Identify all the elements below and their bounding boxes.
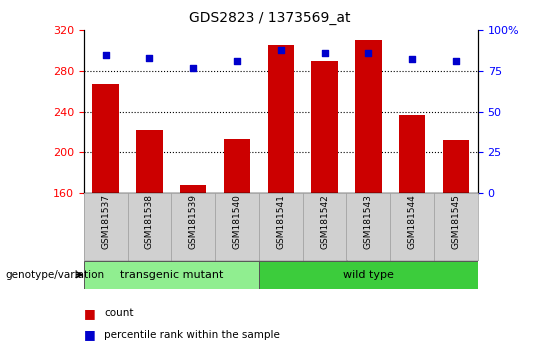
Text: GSM181542: GSM181542 <box>320 194 329 249</box>
Text: GDS2823 / 1373569_at: GDS2823 / 1373569_at <box>189 11 351 25</box>
Text: transgenic mutant: transgenic mutant <box>120 270 223 280</box>
Point <box>189 65 198 70</box>
Point <box>233 58 241 64</box>
Text: GSM181540: GSM181540 <box>233 194 241 249</box>
Bar <box>268 45 294 193</box>
Bar <box>136 130 163 193</box>
Point <box>320 50 329 56</box>
Text: GSM181545: GSM181545 <box>451 194 461 249</box>
Text: GSM181543: GSM181543 <box>364 194 373 249</box>
Text: GSM181541: GSM181541 <box>276 194 285 249</box>
Bar <box>312 61 338 193</box>
Bar <box>259 261 478 289</box>
Bar <box>399 115 426 193</box>
Point <box>102 52 110 57</box>
Point <box>364 50 373 56</box>
Text: genotype/variation: genotype/variation <box>5 270 105 280</box>
Text: ■: ■ <box>84 328 96 341</box>
Text: percentile rank within the sample: percentile rank within the sample <box>104 330 280 339</box>
Point <box>145 55 154 61</box>
Bar <box>443 140 469 193</box>
Point <box>276 47 285 52</box>
Point <box>451 58 460 64</box>
Text: GSM181544: GSM181544 <box>408 194 417 249</box>
Bar <box>180 185 206 193</box>
Bar <box>224 139 250 193</box>
Text: wild type: wild type <box>343 270 394 280</box>
Text: count: count <box>104 308 134 318</box>
Bar <box>355 40 382 193</box>
Text: GSM181539: GSM181539 <box>188 194 198 249</box>
Text: GSM181538: GSM181538 <box>145 194 154 249</box>
Point <box>408 57 416 62</box>
Text: GSM181537: GSM181537 <box>101 194 110 249</box>
Text: ■: ■ <box>84 307 96 320</box>
Bar <box>92 84 119 193</box>
Bar <box>84 261 259 289</box>
